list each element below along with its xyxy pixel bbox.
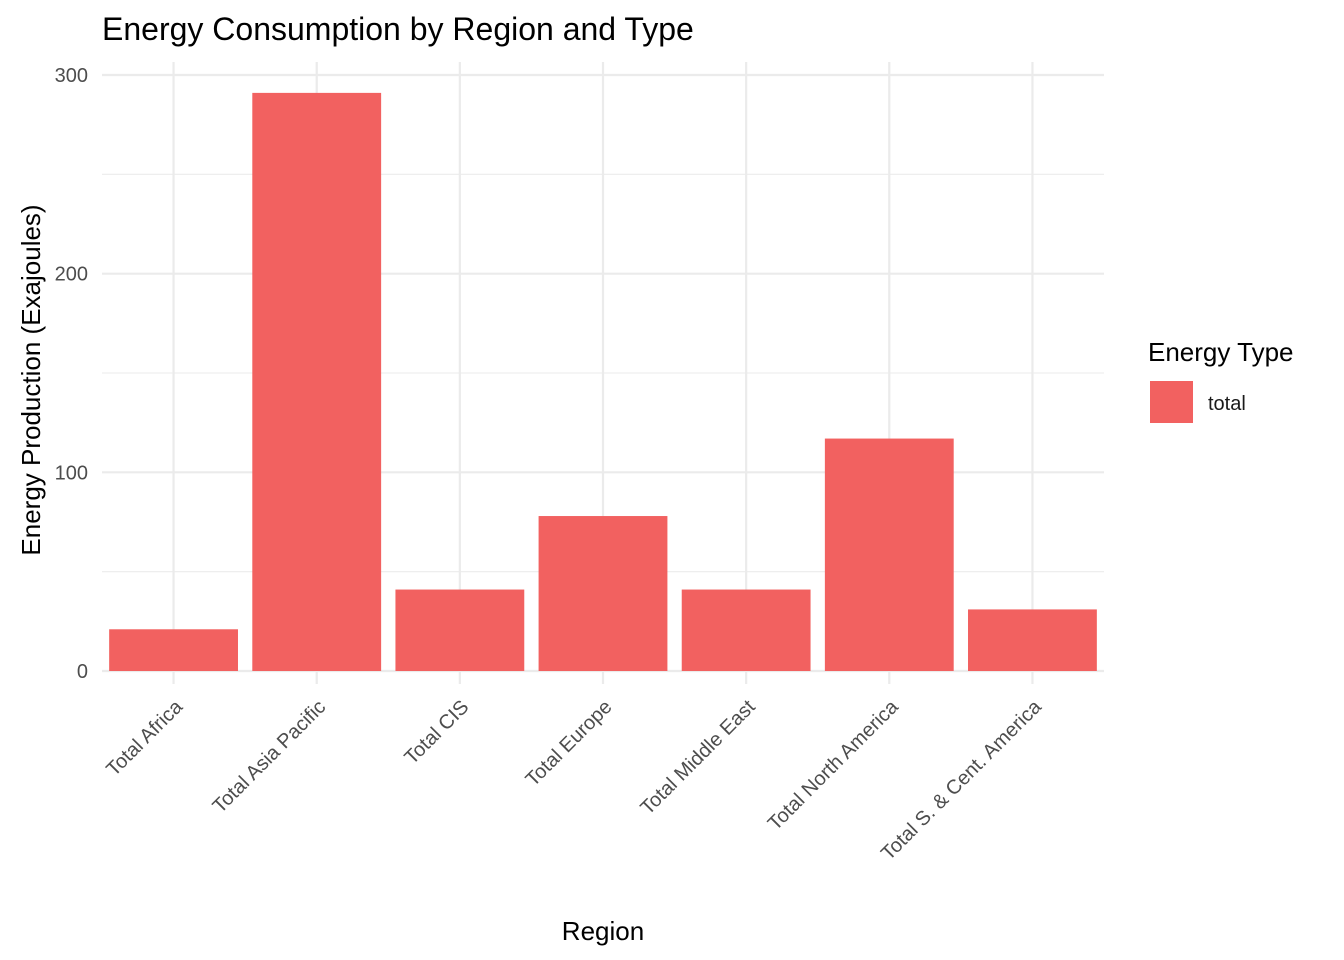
x-tick-label: Total S. & Cent. America: [877, 695, 1046, 864]
bar: [968, 609, 1097, 671]
legend: Energy Type total: [1148, 337, 1294, 423]
bar: [109, 629, 238, 671]
x-axis-ticks: Total Africa Total Asia Pacific Total CIS T…: [102, 695, 1046, 864]
x-tick-label: Total Europe: [522, 696, 617, 791]
y-tick-label: 100: [55, 462, 88, 484]
chart-title: Energy Consumption by Region and Type: [102, 11, 694, 47]
legend-key: [1150, 381, 1193, 423]
bar: [681, 589, 811, 671]
y-axis-ticks: 0 100 200 300: [55, 65, 88, 683]
bar: [395, 589, 525, 671]
bar: [538, 516, 668, 671]
x-tick-label: Total North America: [764, 695, 904, 835]
bar: [824, 438, 954, 671]
bars: [109, 92, 1097, 671]
legend-label: total: [1208, 393, 1246, 415]
legend-title: Energy Type: [1148, 337, 1294, 367]
y-tick-label: 0: [77, 661, 88, 683]
x-tick-label: Total Middle East: [636, 696, 760, 820]
x-axis-title: Region: [562, 916, 644, 946]
y-axis-title: Energy Production (Exajoules): [16, 204, 46, 555]
y-tick-label: 300: [55, 65, 88, 87]
y-tick-label: 200: [55, 264, 88, 286]
bar: [252, 92, 382, 671]
x-tick-label: Total Africa: [102, 695, 187, 780]
x-tick-label: Total CIS: [400, 696, 473, 769]
x-tick-label: Total Asia Pacific: [209, 696, 331, 818]
